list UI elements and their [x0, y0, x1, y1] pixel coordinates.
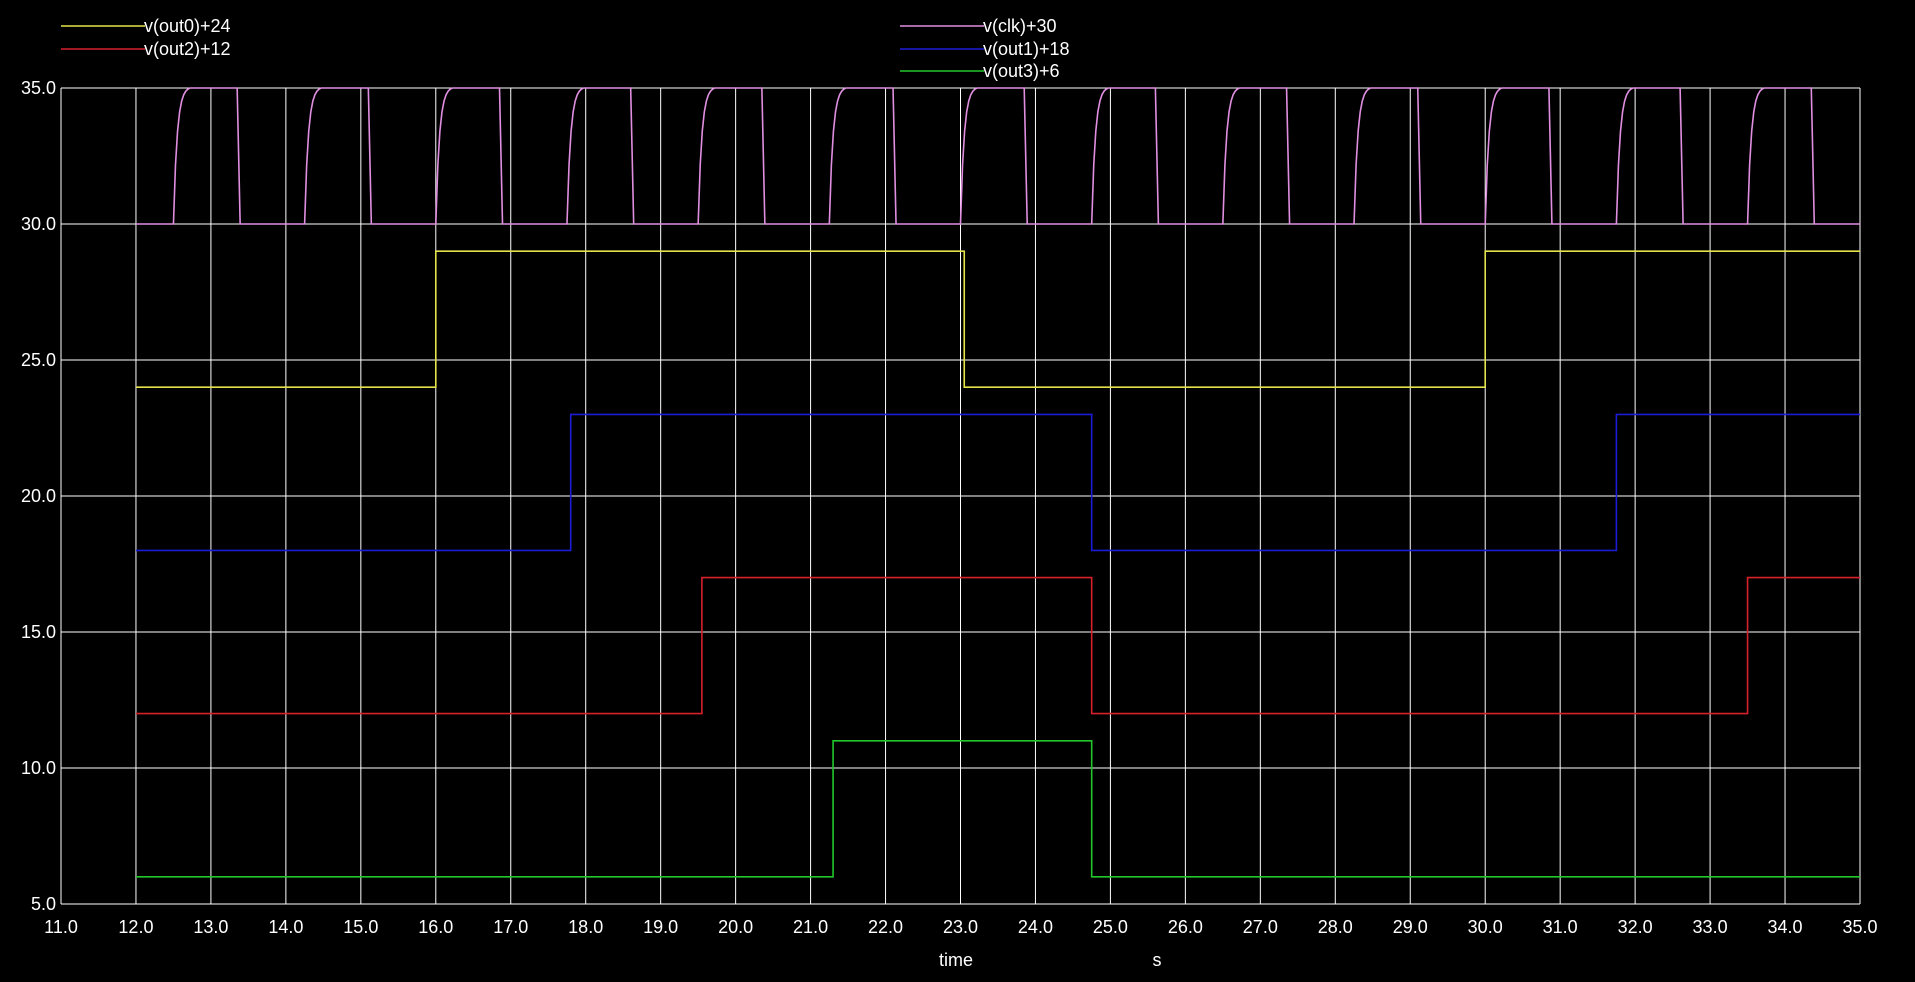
x-tick-label: 24.0	[1018, 917, 1053, 937]
x-tick-label: 21.0	[793, 917, 828, 937]
series-traces	[135, 87, 1860, 878]
x-tick-label: 18.0	[568, 917, 603, 937]
legend-label: v(out2)+12	[144, 39, 231, 59]
y-tick-label: 20.0	[21, 486, 56, 506]
tick-labels: 11.0 12.0 13.0 14.0 15.0 16.0 17.0 18.0 19.0 20.0…	[21, 78, 1878, 937]
series-line	[135, 739, 1860, 878]
y-tick-label: 5.0	[31, 894, 56, 914]
legend-label: v(out1)+18	[983, 39, 1070, 59]
x-tick-label: 27.0	[1243, 917, 1278, 937]
y-tick-label: 15.0	[21, 622, 56, 642]
x-tick-label: 26.0	[1168, 917, 1203, 937]
y-tick-label: 10.0	[21, 758, 56, 778]
series-line	[135, 87, 1860, 225]
legend-label: v(out0)+24	[144, 16, 231, 36]
x-tick-label: 14.0	[268, 917, 303, 937]
x-tick-label: 33.0	[1693, 917, 1728, 937]
y-tick-label: 25.0	[21, 350, 56, 370]
series-line	[135, 413, 1860, 552]
x-tick-label: 19.0	[643, 917, 678, 937]
x-tick-label: 31.0	[1543, 917, 1578, 937]
x-tick-label: 29.0	[1393, 917, 1428, 937]
y-tick-label: 35.0	[21, 78, 56, 98]
x-tick-label: 32.0	[1618, 917, 1653, 937]
x-tick-label: 28.0	[1318, 917, 1353, 937]
x-tick-label: 23.0	[943, 917, 978, 937]
x-tick-label: 30.0	[1468, 917, 1503, 937]
x-axis-unit: s	[1153, 950, 1162, 970]
series-line	[135, 250, 1860, 389]
x-tick-label: 17.0	[493, 917, 528, 937]
x-axis-title: time	[939, 950, 973, 970]
x-tick-label: 35.0	[1842, 917, 1877, 937]
x-tick-label: 15.0	[343, 917, 378, 937]
legend-label: v(out3)+6	[983, 61, 1060, 81]
legend-label: v(clk)+30	[983, 16, 1057, 36]
x-tick-label: 12.0	[118, 917, 153, 937]
x-tick-label: 20.0	[718, 917, 753, 937]
series-line	[135, 576, 1860, 715]
x-tick-label: 25.0	[1093, 917, 1128, 937]
x-tick-label: 13.0	[193, 917, 228, 937]
x-tick-label: 16.0	[418, 917, 453, 937]
y-tick-label: 30.0	[21, 214, 56, 234]
x-tick-label: 22.0	[868, 917, 903, 937]
axis-titles: time s	[939, 950, 1162, 970]
legend: v(out0)+24 v(out2)+12 v(clk)+30 v(out1)+18v…	[61, 16, 1070, 81]
x-tick-label: 11.0	[44, 917, 78, 937]
x-tick-label: 34.0	[1768, 917, 1803, 937]
